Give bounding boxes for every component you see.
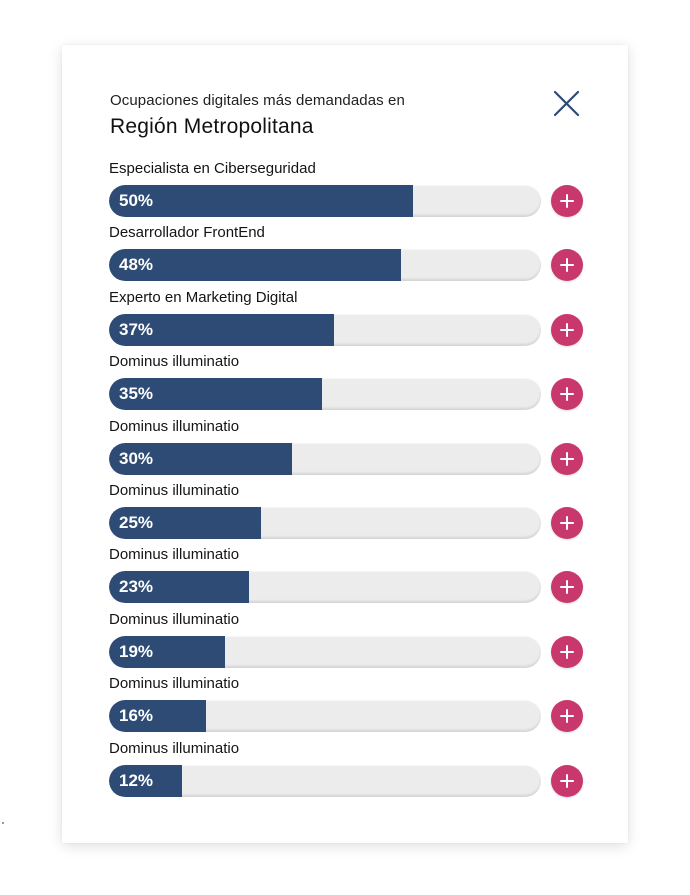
expand-button[interactable] xyxy=(551,635,583,668)
occupation-row: Dominus illuminatio 19% xyxy=(109,611,589,675)
demand-bar-fill xyxy=(109,442,292,475)
plus-icon xyxy=(560,451,574,466)
expand-button[interactable] xyxy=(551,442,583,475)
demand-bar-track: 25% xyxy=(109,506,541,539)
occupation-row: Dominus illuminatio 35% xyxy=(109,353,589,417)
stray-mark xyxy=(2,822,4,824)
demand-bar-track: 16% xyxy=(109,700,541,733)
demand-bar-track: 12% xyxy=(109,764,541,797)
occupation-label: Dominus illuminatio xyxy=(109,610,240,628)
demand-bar-fill xyxy=(109,764,182,797)
plus-icon xyxy=(560,515,574,530)
demand-bar-fill xyxy=(109,635,225,668)
demand-bar-fill xyxy=(109,506,261,539)
expand-button[interactable] xyxy=(551,764,583,797)
occupation-label: Dominus illuminatio xyxy=(109,481,240,499)
panel-title: Región Metropolitana xyxy=(110,115,314,138)
occupation-row: Dominus illuminatio 16% xyxy=(109,675,589,739)
percent-label: 48% xyxy=(119,255,154,275)
plus-icon xyxy=(560,773,574,788)
occupation-label: Dominus illuminatio xyxy=(109,739,240,757)
occupation-row: Dominus illuminatio 23% xyxy=(109,546,589,610)
expand-button[interactable] xyxy=(551,185,583,217)
expand-button[interactable] xyxy=(551,700,583,733)
percent-label: 25% xyxy=(119,512,154,532)
percent-label: 23% xyxy=(119,577,154,597)
demand-bar-track: 50% xyxy=(109,185,541,217)
plus-icon xyxy=(560,387,574,402)
expand-button[interactable] xyxy=(551,249,583,282)
percent-label: 16% xyxy=(119,706,154,726)
occupation-row: Especialista en Ciberseguridad 50% xyxy=(109,160,589,224)
plus-icon xyxy=(560,644,574,659)
demand-bar-track: 30% xyxy=(109,442,541,475)
occupations-panel: Ocupaciones digitales más demandadas en … xyxy=(62,45,628,843)
expand-button[interactable] xyxy=(551,506,583,539)
percent-label: 30% xyxy=(119,448,154,468)
plus-icon xyxy=(560,194,574,208)
plus-icon xyxy=(560,709,574,724)
percent-label: 50% xyxy=(119,191,154,210)
expand-button[interactable] xyxy=(551,313,583,346)
close-icon xyxy=(553,90,580,117)
occupation-row: Experto en Marketing Digital 37% xyxy=(109,289,589,353)
demand-bar-track: 35% xyxy=(109,378,541,411)
occupation-list: Especialista en Ciberseguridad 50% Desarro… xyxy=(109,160,589,804)
occupation-row: Desarrollador FrontEnd 48% xyxy=(109,224,589,288)
demand-bar-track: 23% xyxy=(109,571,541,604)
plus-icon xyxy=(560,258,574,273)
percent-label: 35% xyxy=(119,384,154,404)
occupation-label: Especialista en Ciberseguridad xyxy=(109,160,316,177)
demand-bar-track: 48% xyxy=(109,249,541,282)
occupation-label: Dominus illuminatio xyxy=(109,353,240,371)
occupation-label: Dominus illuminatio xyxy=(109,417,240,435)
occupation-row: Dominus illuminatio 25% xyxy=(109,482,589,546)
expand-button[interactable] xyxy=(551,378,583,411)
occupation-label: Dominus illuminatio xyxy=(109,546,240,564)
close-button[interactable] xyxy=(552,89,582,119)
demand-bar-fill xyxy=(109,571,249,604)
panel-subtitle: Ocupaciones digitales más demandadas en xyxy=(110,92,405,109)
demand-bar-fill xyxy=(109,249,401,282)
expand-button[interactable] xyxy=(551,571,583,604)
demand-bar-track: 37% xyxy=(109,313,541,346)
occupation-label: Dominus illuminatio xyxy=(109,675,240,693)
demand-bar-fill xyxy=(109,700,206,733)
demand-bar-fill xyxy=(109,313,334,346)
percent-label: 19% xyxy=(119,641,154,661)
occupation-row: Dominus illuminatio 12% xyxy=(109,740,589,804)
demand-bar-fill xyxy=(109,378,322,411)
occupation-row: Dominus illuminatio 30% xyxy=(109,418,589,482)
demand-bar-track: 19% xyxy=(109,635,541,668)
percent-label: 37% xyxy=(119,319,154,339)
plus-icon xyxy=(560,322,574,337)
occupation-label: Experto en Marketing Digital xyxy=(109,288,298,306)
demand-bar-fill xyxy=(109,185,413,217)
plus-icon xyxy=(560,580,574,595)
percent-label: 12% xyxy=(119,770,154,790)
occupation-label: Desarrollador FrontEnd xyxy=(109,224,265,242)
